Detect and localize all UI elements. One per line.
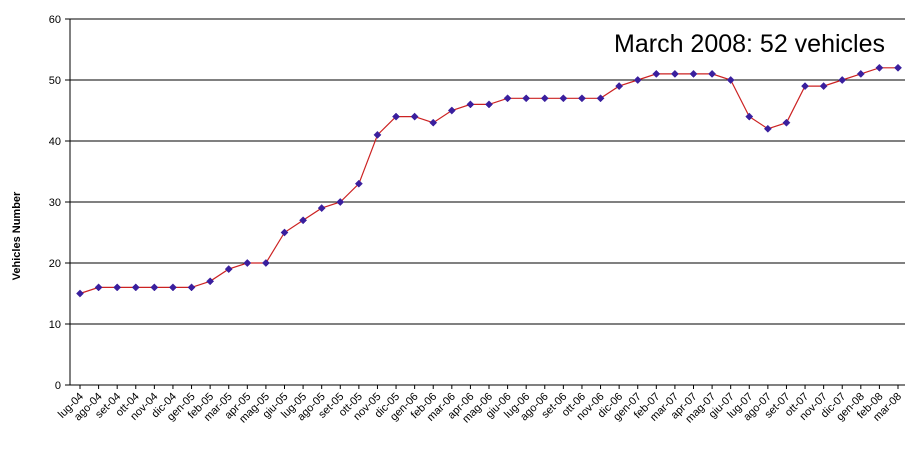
- axes: [65, 18, 905, 389]
- y-tick-label-40: 40: [49, 136, 61, 148]
- data-point: [485, 100, 493, 109]
- data-point: [670, 69, 679, 78]
- data-point: [856, 69, 865, 78]
- data-point: [354, 179, 363, 188]
- data-point: [466, 100, 475, 109]
- data-point: [261, 259, 270, 267]
- data-point: [745, 112, 754, 121]
- data-point: [224, 265, 233, 274]
- data-point: [578, 94, 586, 103]
- data-point: [206, 277, 215, 286]
- data-point: [894, 63, 902, 72]
- series-vehicles: [76, 63, 902, 298]
- y-tick-label-20: 20: [49, 258, 61, 270]
- data-point: [76, 289, 84, 298]
- data-point: [243, 259, 252, 267]
- data-point: [633, 76, 642, 84]
- data-point: [447, 106, 456, 115]
- y-tick-label-60: 60: [49, 14, 61, 26]
- data-point: [689, 69, 698, 78]
- data-point: [429, 118, 438, 127]
- data-point: [615, 82, 624, 91]
- y-tick-label-50: 50: [49, 75, 61, 87]
- data-point: [838, 76, 847, 84]
- data-point: [410, 112, 419, 121]
- y-tick-labels: 0 10 20 30 40 50 60: [49, 14, 61, 392]
- data-point: [522, 94, 531, 103]
- y-tick-label-30: 30: [49, 197, 61, 209]
- data-point: [392, 112, 400, 121]
- data-point: [782, 118, 791, 127]
- y-tick-label-0: 0: [55, 380, 61, 392]
- y-tick-label-10: 10: [49, 319, 61, 331]
- data-point: [94, 283, 103, 292]
- gridlines: [70, 18, 905, 325]
- data-point: [652, 69, 661, 78]
- x-tick-labels: lug-04ago-04set-04ott-04nov-04dic-04gen-…: [56, 391, 904, 426]
- data-point: [726, 76, 735, 84]
- y-axis-label: Vehicles Number: [11, 191, 23, 280]
- data-point: [559, 94, 568, 103]
- data-point: [317, 204, 326, 213]
- data-point: [336, 198, 345, 206]
- data-point: [150, 283, 159, 292]
- data-point: [763, 124, 772, 133]
- data-point: [540, 94, 549, 103]
- data-point: [801, 82, 809, 91]
- data-point: [373, 130, 382, 139]
- data-point: [596, 94, 605, 103]
- data-point: [819, 82, 828, 91]
- chart-annotation: March 2008: 52 vehicles: [614, 30, 885, 58]
- data-point: [503, 94, 512, 103]
- data-point: [187, 283, 196, 292]
- data-point: [169, 283, 177, 292]
- data-point: [708, 69, 717, 78]
- data-point: [113, 283, 122, 292]
- data-point: [131, 283, 140, 292]
- data-point: [280, 228, 289, 237]
- data-point: [299, 216, 308, 225]
- data-point: [875, 63, 884, 72]
